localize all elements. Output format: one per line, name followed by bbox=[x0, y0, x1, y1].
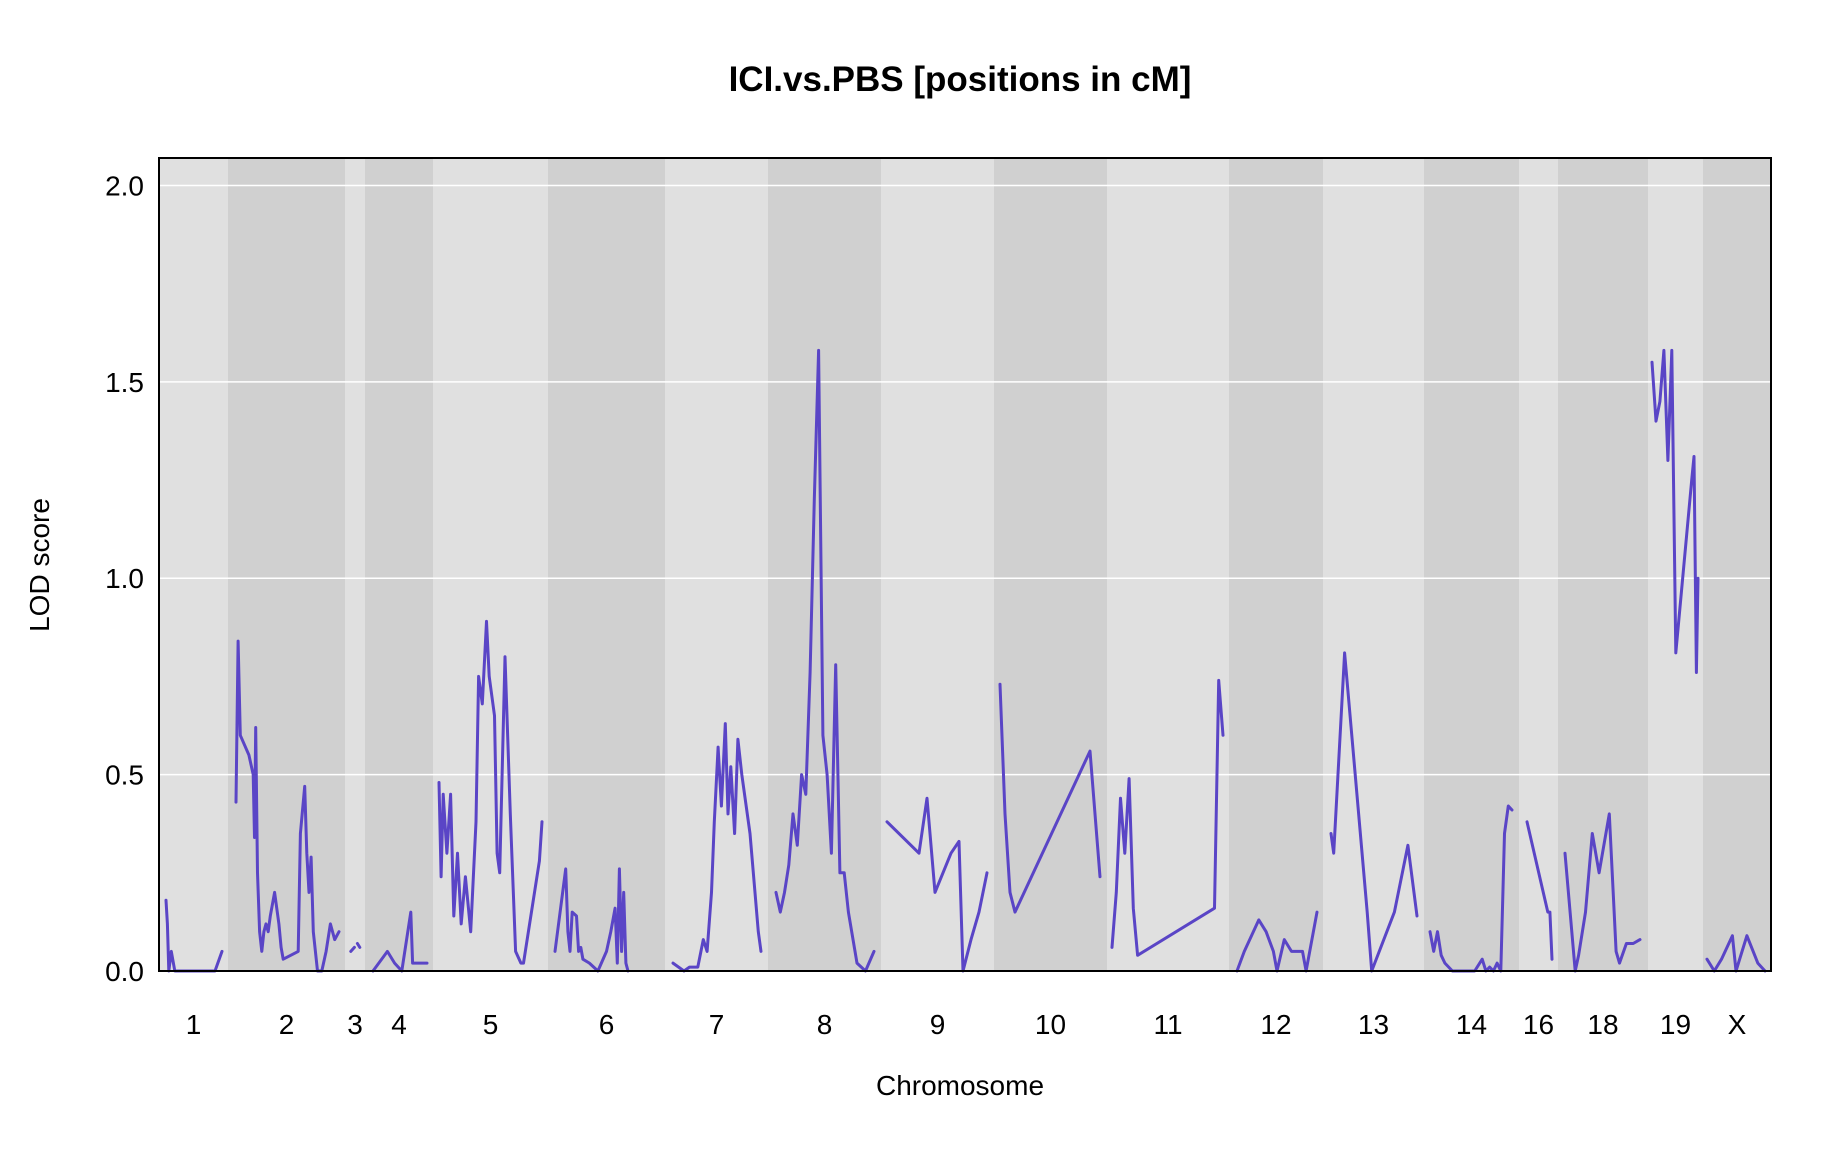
x-tick-label-chr-19: 19 bbox=[1660, 1009, 1691, 1040]
x-axis-label: Chromosome bbox=[876, 1070, 1044, 1101]
y-axis-label: LOD score bbox=[24, 498, 55, 632]
lod-line-chr-11 bbox=[1110, 678, 1225, 957]
lod-line-chr-6 bbox=[553, 867, 630, 973]
lod-line-chr-9 bbox=[885, 796, 989, 973]
chromosome-band-8 bbox=[768, 158, 881, 971]
y-tick-label: 0.5 bbox=[105, 760, 144, 791]
lod-line-chr-19 bbox=[1650, 348, 1700, 674]
chromosome-bands bbox=[159, 158, 1771, 971]
lod-line-chr-14 bbox=[1428, 804, 1514, 973]
x-tick-label-chr-16: 16 bbox=[1523, 1009, 1554, 1040]
chromosome-band-18 bbox=[1558, 158, 1648, 971]
x-tick-label-chr-5: 5 bbox=[483, 1009, 499, 1040]
lod-line-chr-X bbox=[1705, 934, 1767, 973]
chromosome-band-13 bbox=[1323, 158, 1424, 971]
lod-line-chr-5 bbox=[437, 619, 544, 965]
x-tick-label-chr-12: 12 bbox=[1260, 1009, 1291, 1040]
lod-line-chr-3 bbox=[349, 945, 356, 953]
chromosome-band-10 bbox=[994, 158, 1107, 971]
chromosome-band-11 bbox=[1107, 158, 1229, 971]
x-tick-label-chr-7: 7 bbox=[709, 1009, 725, 1040]
x-tick-label-chr-13: 13 bbox=[1358, 1009, 1389, 1040]
plot-frame bbox=[158, 157, 1772, 972]
chromosome-band-6 bbox=[548, 158, 665, 971]
x-tick-label-chr-3: 3 bbox=[347, 1009, 363, 1040]
chromosome-band-5 bbox=[433, 158, 548, 971]
lod-line-chr-4 bbox=[371, 910, 429, 973]
chromosome-band-2 bbox=[228, 158, 345, 971]
x-tick-label-chr-4: 4 bbox=[391, 1009, 407, 1040]
lod-line-chr-8 bbox=[774, 348, 876, 973]
lod-line-chr-3 bbox=[355, 942, 362, 949]
chromosome-band-X bbox=[1703, 158, 1771, 971]
lod-series bbox=[164, 348, 1767, 973]
x-tick-label-chr-11: 11 bbox=[1153, 1009, 1182, 1040]
lod-line-chr-16 bbox=[1525, 820, 1554, 961]
chromosome-band-16 bbox=[1519, 158, 1558, 971]
x-axis: 1 2 3 4 5 6 7 8 9 10 11 12 13 14 16 18 19 X bbox=[186, 1009, 1747, 1040]
y-axis: 0.0 0.5 1.0 1.5 2.0 bbox=[105, 170, 144, 987]
chromosome-band-9 bbox=[881, 158, 994, 971]
lod-line-chr-10 bbox=[998, 682, 1102, 914]
x-tick-label-chr-X: X bbox=[1728, 1009, 1747, 1040]
chromosome-band-1 bbox=[159, 158, 228, 971]
chromosome-band-12 bbox=[1229, 158, 1323, 971]
lod-line-chr-18 bbox=[1563, 812, 1642, 973]
y-tick-label: 2.0 bbox=[105, 170, 144, 201]
x-tick-label-chr-2: 2 bbox=[279, 1009, 295, 1040]
x-tick-label-chr-8: 8 bbox=[817, 1009, 833, 1040]
y-tick-label: 1.5 bbox=[105, 367, 144, 398]
x-tick-label-chr-14: 14 bbox=[1456, 1009, 1487, 1040]
chromosome-band-4 bbox=[365, 158, 433, 971]
y-tick-label: 1.0 bbox=[105, 563, 144, 594]
lod-line-chr-12 bbox=[1235, 910, 1319, 973]
y-tick-label: 0.0 bbox=[105, 956, 144, 987]
chart-title: ICI.vs.PBS [positions in cM] bbox=[729, 60, 1192, 99]
lod-line-chr-7 bbox=[671, 722, 763, 973]
x-tick-label-chr-10: 10 bbox=[1035, 1009, 1066, 1040]
x-tick-label-chr-6: 6 bbox=[599, 1009, 615, 1040]
lod-line-chr-13 bbox=[1329, 651, 1419, 973]
x-tick-label-chr-18: 18 bbox=[1587, 1009, 1618, 1040]
x-tick-label-chr-1: 1 bbox=[186, 1009, 202, 1040]
x-tick-label-chr-9: 9 bbox=[930, 1009, 946, 1040]
chromosome-band-3 bbox=[345, 158, 365, 971]
